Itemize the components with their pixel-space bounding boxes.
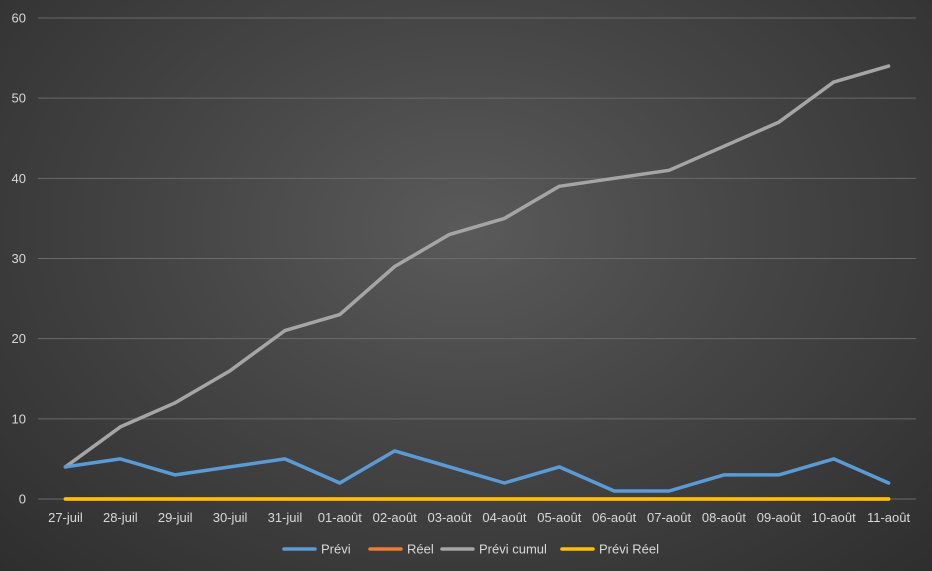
y-tick-label: 40 [12, 171, 26, 186]
x-tick-label: 04-août [482, 510, 526, 525]
x-tick-label: 08-août [702, 510, 746, 525]
x-tick-label: 30-juil [213, 510, 248, 525]
legend-label: Réel [407, 542, 434, 557]
series-line-prévi [63, 449, 891, 493]
y-tick-label: 10 [12, 411, 26, 426]
x-tick-label: 05-août [537, 510, 581, 525]
x-tick-label: 10-août [812, 510, 856, 525]
x-tick-label: 31-juil [268, 510, 303, 525]
y-tick-label: 0 [19, 492, 26, 507]
y-tick-label: 60 [12, 11, 26, 26]
y-axis-tick-labels: 0 10 20 30 40 50 60 [12, 11, 26, 507]
x-axis-tick-labels: 27-juil 28-juil 29-juil 30-juil 31-juil 01-ao… [48, 510, 910, 525]
x-tick-label: 11-août [867, 510, 911, 525]
legend-label: Prévi Réel [599, 542, 659, 557]
y-tick-label: 20 [12, 331, 26, 346]
x-tick-label: 29-juil [158, 510, 193, 525]
x-tick-label: 09-août [757, 510, 801, 525]
series-lines [63, 64, 891, 501]
y-tick-label: 30 [12, 251, 26, 266]
x-tick-label: 27-juil [48, 510, 83, 525]
x-tick-label: 03-août [428, 510, 472, 525]
gridlines [38, 17, 916, 500]
y-tick-label: 50 [12, 91, 26, 106]
x-tick-label: 02-août [373, 510, 417, 525]
legend-label: Prévi cumul [479, 542, 547, 557]
series-line-prévi-cumul [63, 64, 891, 469]
x-tick-label: 01-août [318, 510, 362, 525]
x-tick-label: 28-juil [103, 510, 138, 525]
x-tick-label: 07-août [647, 510, 691, 525]
legend: Prévi Réel Prévi cumul Prévi Réel [282, 542, 659, 557]
x-tick-label: 06-août [592, 510, 636, 525]
legend-label: Prévi [321, 542, 351, 557]
